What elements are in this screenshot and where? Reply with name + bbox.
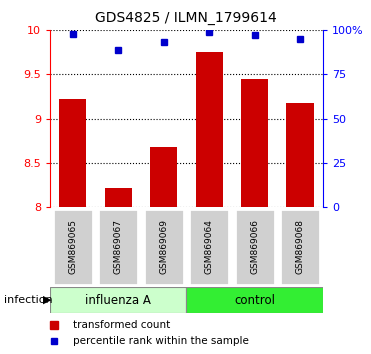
Bar — [241, 79, 268, 207]
Text: control: control — [234, 293, 275, 307]
Bar — [280, 209, 320, 285]
Bar — [144, 209, 184, 285]
Text: GDS4825 / ILMN_1799614: GDS4825 / ILMN_1799614 — [95, 11, 276, 25]
Text: GSM869067: GSM869067 — [114, 219, 123, 274]
Bar — [59, 99, 86, 207]
Text: GSM869068: GSM869068 — [296, 219, 305, 274]
Bar — [234, 209, 275, 285]
Text: GSM869066: GSM869066 — [250, 219, 259, 274]
Text: transformed count: transformed count — [73, 320, 170, 330]
Bar — [189, 209, 229, 285]
Bar — [50, 287, 187, 313]
Text: influenza A: influenza A — [85, 293, 151, 307]
Bar — [286, 103, 314, 207]
Text: ▶: ▶ — [43, 295, 51, 305]
Bar — [187, 287, 323, 313]
Text: infection: infection — [4, 295, 52, 305]
Bar — [53, 209, 93, 285]
Bar — [150, 147, 177, 207]
Text: GSM869065: GSM869065 — [68, 219, 77, 274]
Text: GSM869064: GSM869064 — [205, 219, 214, 274]
Bar — [196, 52, 223, 207]
Bar — [98, 209, 138, 285]
Text: GSM869069: GSM869069 — [159, 219, 168, 274]
Text: percentile rank within the sample: percentile rank within the sample — [73, 336, 249, 346]
Bar — [105, 188, 132, 207]
